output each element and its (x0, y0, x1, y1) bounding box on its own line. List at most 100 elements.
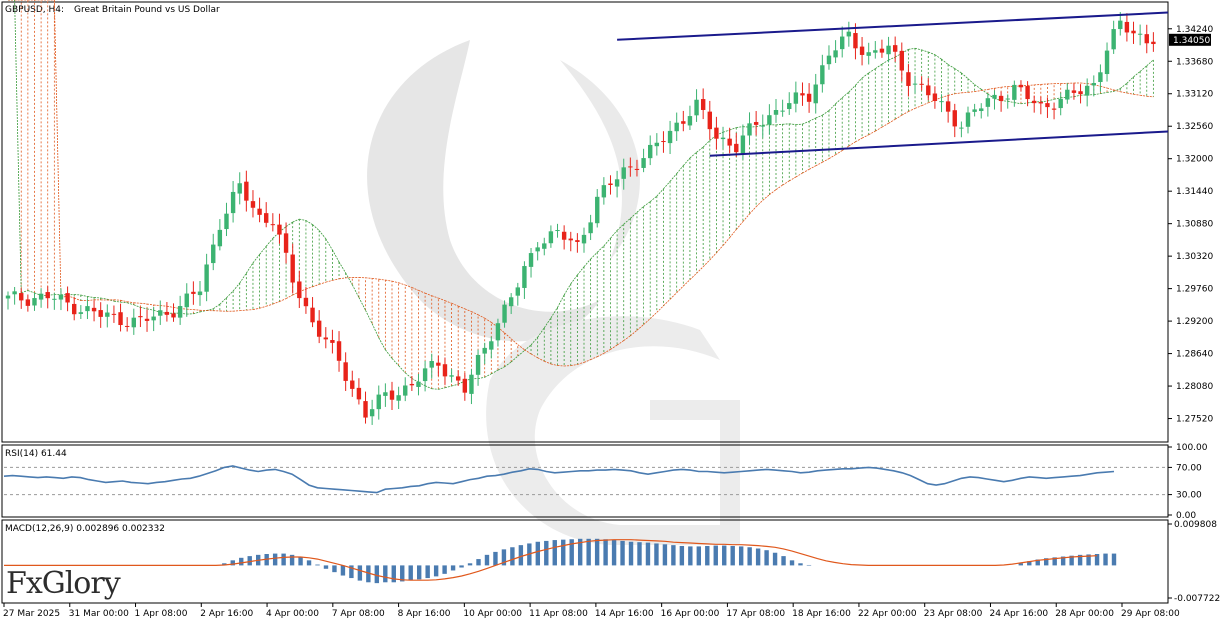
brand-logo: FxGlory (6, 566, 120, 601)
candle-body (774, 110, 778, 115)
cloud-span-b (372, 278, 379, 279)
macd-histogram-bar (646, 543, 650, 566)
candle-body (919, 84, 923, 85)
cloud-span-b (114, 300, 121, 301)
macd-histogram-bar (544, 541, 548, 565)
candle-body (1131, 31, 1135, 34)
macd-title: MACD(12,26,9) 0.002896 0.002332 (5, 524, 165, 534)
candle-body (324, 337, 328, 339)
cloud-span-a (697, 147, 704, 152)
candle-body (900, 51, 904, 71)
candle-body (191, 292, 195, 294)
macd-tick-label: 0.009808 (1174, 520, 1217, 530)
cloud-span-b (339, 278, 346, 279)
cloud-span-a (306, 220, 313, 224)
candle-body (65, 293, 69, 302)
macd-histogram-bar (722, 546, 726, 566)
time-tick-label: 10 Apr 00:00 (463, 609, 522, 619)
chart-description: Great Britain Pound vs US Dollar (74, 5, 220, 15)
candle-body (959, 128, 963, 129)
candle-body (522, 266, 526, 288)
cloud-span-b (54, 0, 61, 298)
macd-histogram-bar (324, 565, 328, 568)
candle-body (714, 128, 718, 139)
macd-histogram-bar (307, 560, 311, 565)
cloud-span-b (763, 195, 770, 201)
cloud-span-b (147, 304, 154, 305)
candle-body (787, 103, 791, 109)
candle-body (780, 111, 784, 112)
cloud-span-a (392, 358, 399, 365)
candle-body (741, 135, 745, 153)
macd-histogram-bar (553, 540, 557, 565)
cloud-span-a (683, 158, 690, 166)
cloud-span-b (716, 245, 723, 252)
candle-body (26, 299, 30, 305)
candle-body (317, 321, 321, 337)
candle-body (297, 281, 301, 298)
macd-histogram-bar (586, 539, 590, 566)
candle-body (688, 116, 692, 125)
candle-body (125, 326, 129, 327)
time-tick-label: 1 Apr 08:00 (135, 609, 188, 619)
macd-histogram-bar (671, 545, 675, 565)
cloud-span-a (637, 206, 644, 212)
cloud-span-a (829, 104, 836, 111)
cloud-span-a (1100, 92, 1107, 93)
cloud-span-b (869, 131, 876, 135)
candle-body (1118, 21, 1122, 29)
price-tick-label: 1.33680 (1176, 57, 1213, 67)
candle-body (873, 50, 877, 52)
cloud-span-b (802, 169, 809, 173)
cloud-span-b (942, 95, 949, 97)
price-tick-label: 1.34240 (1176, 25, 1213, 35)
candle-body (794, 92, 798, 103)
macd-histogram-bar (654, 543, 658, 565)
cloud-span-a (915, 48, 922, 50)
candle-body (529, 253, 533, 267)
cloud-span-b (908, 108, 915, 111)
candle-body (377, 395, 381, 410)
cloud-span-b (736, 222, 743, 230)
candle-body (641, 158, 645, 168)
candle-body (12, 291, 16, 294)
cloud-span-a (961, 73, 968, 79)
watermark-flame (560, 60, 640, 260)
cloud-span-b (822, 159, 829, 163)
rsi-title: RSI(14) 61.44 (5, 449, 67, 459)
rsi-tick-label: 30.00 (1176, 491, 1202, 501)
cloud-span-a (730, 128, 737, 130)
candle-body (913, 84, 917, 85)
price-panel: GBPUSD, H4: Great Britain Pound vs US Do… (2, 0, 1213, 442)
candle-body (509, 297, 513, 306)
macd-histogram-bar (595, 539, 599, 566)
candle-body (390, 391, 394, 400)
cloud-span-b (273, 302, 280, 304)
cloud-span-a (127, 303, 134, 305)
cloud-span-a (836, 98, 843, 104)
cloud-span-b (697, 267, 704, 274)
candle-body (602, 185, 606, 197)
cloud-span-a (928, 52, 935, 55)
macd-tick-label: -0.007722 (1174, 594, 1220, 604)
cloud-span-a (87, 297, 94, 298)
candle-body (655, 143, 659, 146)
cloud-span-b (650, 312, 657, 318)
cloud-span-a (425, 386, 432, 389)
cloud-span-a (690, 152, 697, 158)
candle-body (218, 230, 222, 246)
candle-body (482, 348, 486, 354)
cloud-span-b (385, 280, 392, 281)
cloud-span-a (346, 273, 353, 285)
price-tick-label: 1.27520 (1176, 415, 1213, 425)
macd-histogram-bar (451, 565, 455, 570)
cloud-span-b (710, 253, 717, 260)
current-price-tag: 1.34050 (1169, 34, 1211, 46)
candle-body (92, 308, 96, 311)
candle-body (734, 144, 738, 152)
candle-body (52, 299, 56, 300)
cloud-span-a (610, 230, 617, 238)
candle-body (496, 323, 500, 340)
macd-histogram-bar (383, 565, 387, 582)
